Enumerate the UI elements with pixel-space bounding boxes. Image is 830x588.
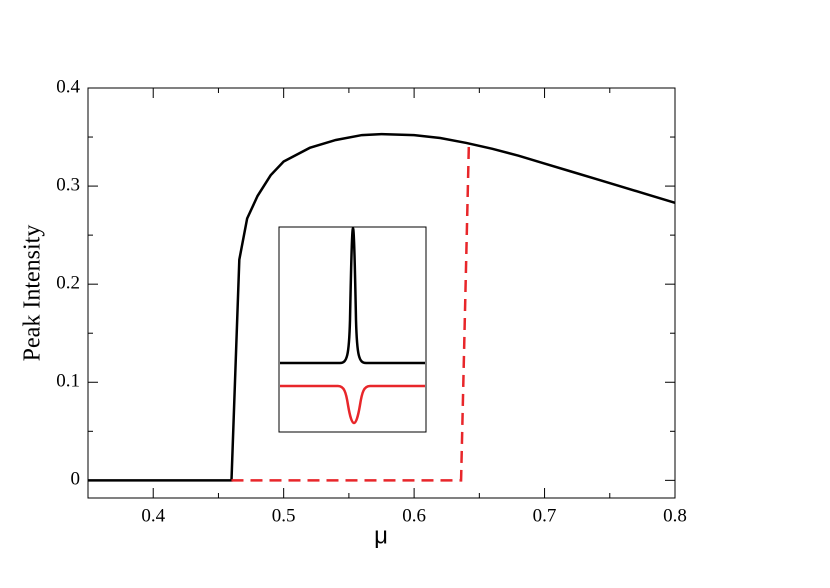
inset: [278, 226, 427, 433]
x-tick-label: 0.4: [141, 505, 165, 526]
series-line: [231, 142, 471, 482]
inset-dip: [280, 384, 425, 425]
inset-frame: [278, 226, 427, 433]
x-tick-label: 0.8: [663, 505, 687, 526]
x-tick-label: 0.5: [272, 505, 296, 526]
series-line: [88, 132, 676, 482]
x-tick-label: 0.6: [402, 505, 426, 526]
x-tick-label: 0.7: [533, 505, 557, 526]
y-tick-label: 0.1: [56, 371, 80, 392]
y-tick-label: 0.2: [56, 273, 80, 294]
y-axis-title: Peak Intensity: [20, 225, 46, 362]
x-axis-title: μ: [374, 522, 388, 549]
y-tick-label: 0.4: [56, 76, 80, 97]
plot-frame: [87, 87, 676, 499]
y-tick-label: 0: [71, 469, 81, 490]
y-tick-label: 0.3: [56, 174, 80, 195]
inset-peak: [280, 226, 425, 365]
